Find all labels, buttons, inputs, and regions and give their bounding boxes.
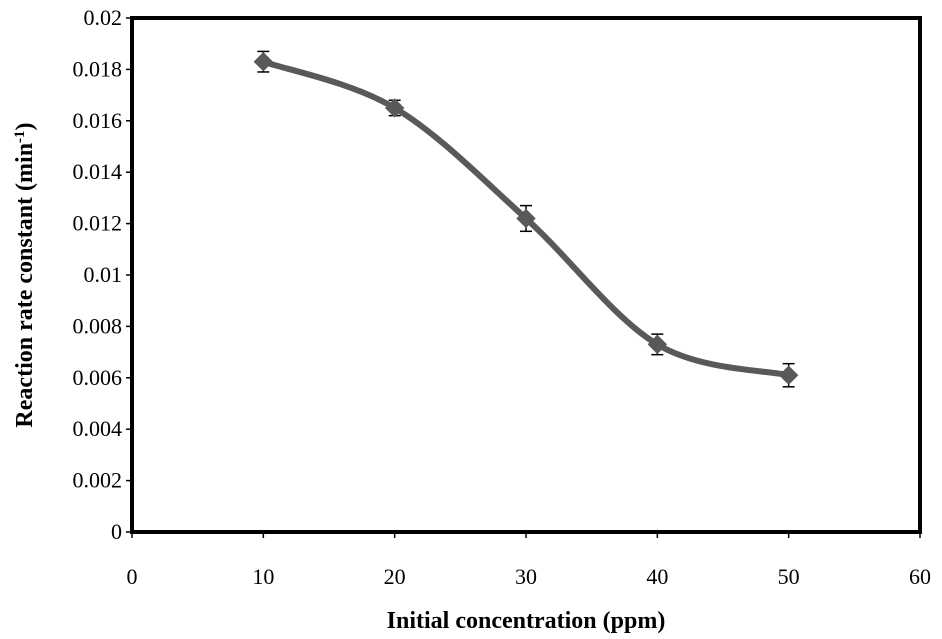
plot-area: [130, 16, 922, 534]
y-tick-label: 0.012: [73, 211, 123, 236]
x-tick-label: 50: [778, 564, 800, 589]
y-axis-title-sup: -1: [12, 130, 28, 143]
y-tick-label: 0.004: [73, 416, 123, 441]
y-tick-label: 0.018: [73, 56, 123, 81]
y-tick-label: 0.006: [73, 365, 123, 390]
data-point-marker: [384, 98, 405, 118]
y-axis-ticks: 0 0.002 0.004 0.006 0.008 0.01 0.012 0.014 0.016…: [73, 5, 132, 544]
y-axis-title: Reaction rate constant (min-1): [12, 122, 38, 427]
y-tick-label: 0.002: [73, 468, 123, 493]
data-point-marker: [516, 208, 536, 229]
data-point-marker: [253, 51, 274, 72]
data-point-marker: [647, 334, 668, 355]
x-tick-label: 20: [384, 564, 406, 589]
y-tick-label: 0.014: [73, 159, 123, 184]
y-tick-label: 0: [111, 519, 122, 544]
y-tick-label: 0.01: [84, 262, 123, 287]
x-tick-label: 40: [646, 564, 668, 589]
x-axis-title: Initial concentration (ppm): [387, 608, 666, 634]
x-tick-label: 30: [515, 564, 537, 589]
data-point-marker: [778, 365, 799, 385]
y-tick-label: 0.016: [73, 108, 123, 133]
series-layer: [253, 50, 799, 388]
y-axis-title-end: ): [12, 122, 38, 130]
x-axis-ticks: 0 10 20 30 40 50 60: [127, 532, 931, 589]
y-axis-title-base: Reaction rate constant (min: [12, 143, 38, 428]
x-tick-label: 0: [127, 564, 138, 589]
x-tick-label: 10: [252, 564, 274, 589]
x-tick-label: 60: [909, 564, 931, 589]
y-tick-label: 0.008: [73, 313, 123, 338]
y-tick-label: 0.02: [84, 5, 123, 30]
